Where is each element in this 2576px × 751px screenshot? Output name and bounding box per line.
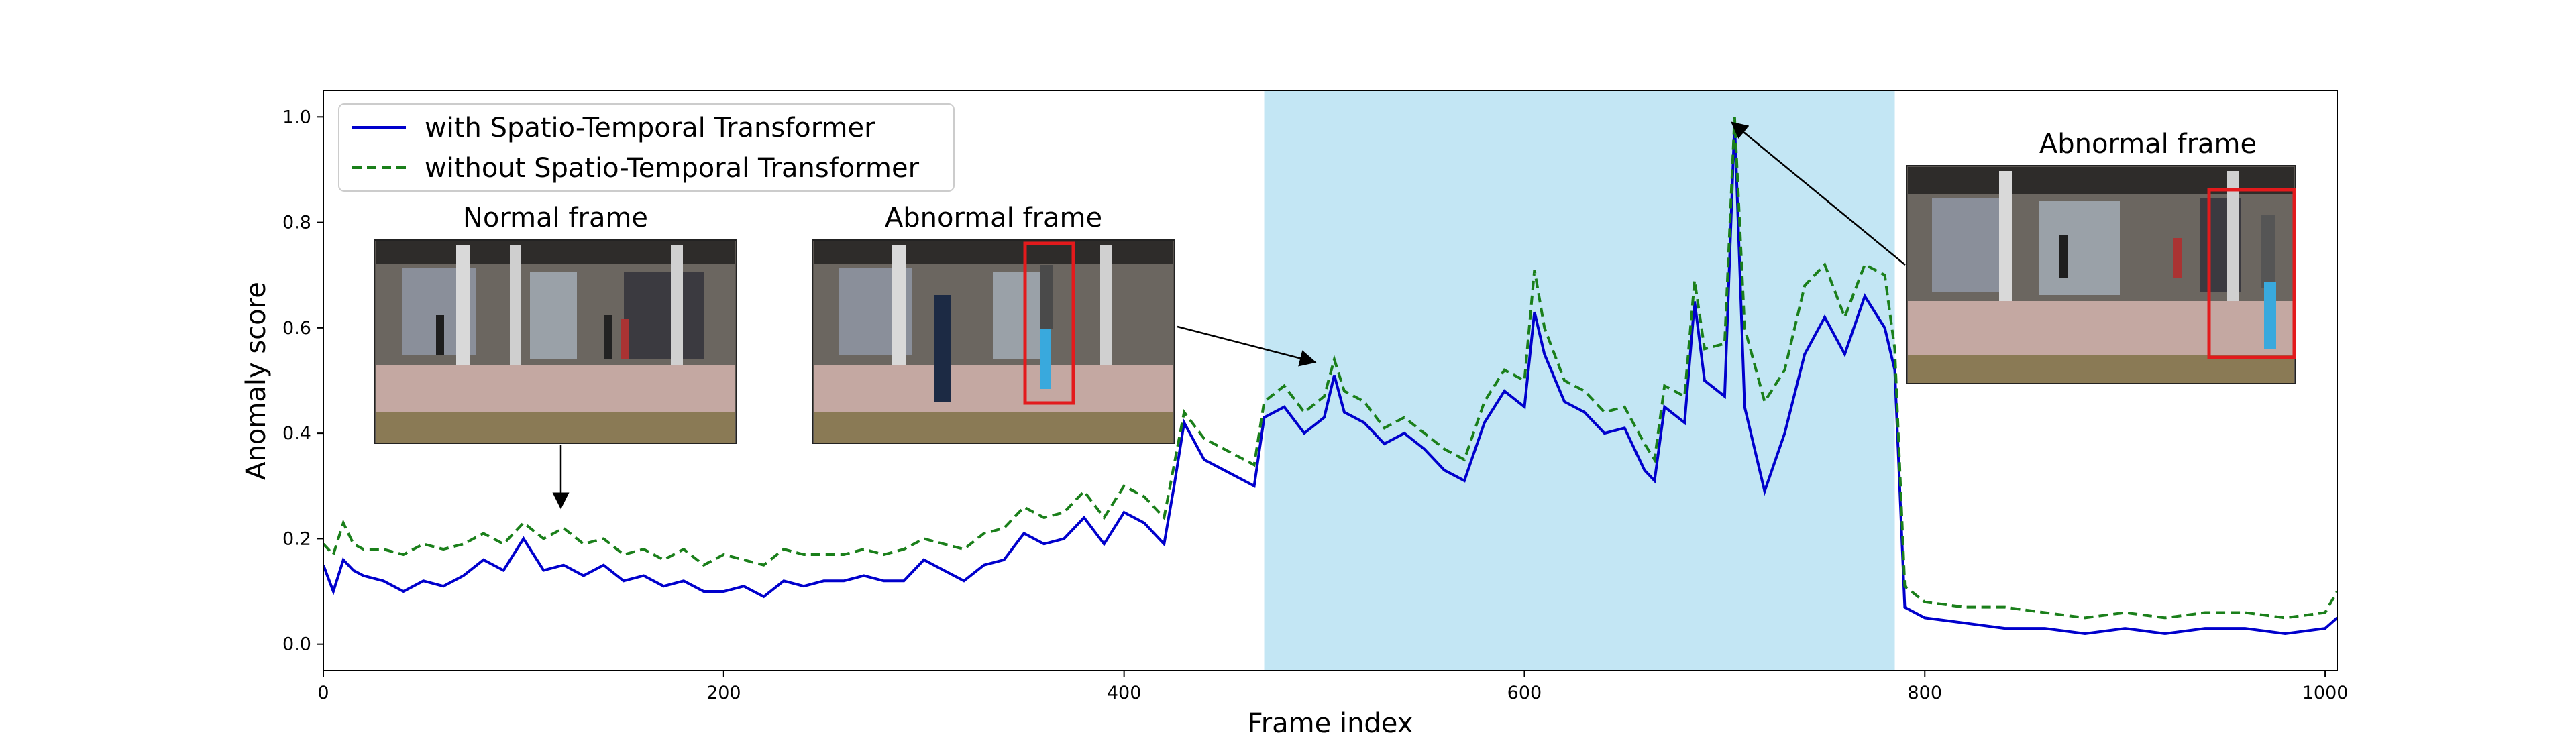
x-tick-label: 400 — [1107, 683, 1142, 703]
y-tick-label: 0.0 — [282, 634, 311, 655]
x-tick-label: 0 — [317, 683, 329, 703]
x-axis-label: Frame index — [1248, 708, 1413, 739]
normal-frame-image — [374, 239, 737, 444]
legend-label-without-transformer: without Spatio-Temporal Transformer — [425, 153, 920, 184]
arrow-abnormal-frame-2 — [1731, 121, 1906, 266]
x-tick-label: 600 — [1507, 683, 1542, 703]
legend-box — [338, 103, 955, 192]
abnormal-region-shading — [1264, 91, 1895, 671]
x-tick-label: 800 — [1908, 683, 1943, 703]
inset-title-abnormal-frame-1: Abnormal frame — [885, 203, 1102, 233]
y-axis-label: Anomaly score — [241, 282, 272, 480]
y-tick-label: 0.6 — [282, 318, 311, 339]
abnormal-frame-image-1 — [812, 239, 1175, 444]
y-axis-ticks: 0.0 0.2 0.4 0.6 0.8 1.0 — [282, 107, 323, 655]
arrow-abnormal-frame-1 — [1177, 325, 1317, 367]
legend: with Spatio-Temporal Transformer without… — [338, 103, 955, 192]
y-tick-label: 0.2 — [282, 528, 311, 549]
plot-frame — [323, 90, 2338, 671]
y-tick-label: 0.8 — [282, 213, 311, 233]
y-tick-label: 1.0 — [282, 107, 311, 127]
inset-title-abnormal-frame-2: Abnormal frame — [2039, 129, 2257, 160]
x-tick-label: 200 — [706, 683, 741, 703]
detection-box-2 — [2207, 188, 2296, 359]
inset-abnormal-frame-1: Abnormal frame — [812, 203, 1175, 444]
legend-label-with-transformer: with Spatio-Temporal Transformer — [425, 113, 875, 143]
series-line-with-transformer — [323, 122, 2337, 636]
inset-normal-frame: Normal frame — [374, 203, 737, 444]
detection-box-1 — [1023, 241, 1075, 405]
inset-title-normal-frame: Normal frame — [463, 203, 648, 233]
inset-abnormal-frame-2: Abnormal frame — [1906, 129, 2296, 384]
abnormal-frame-image-2 — [1906, 165, 2296, 384]
y-tick-label: 0.4 — [282, 423, 311, 444]
x-axis-ticks: 0 200 400 600 800 1000 — [317, 671, 2348, 703]
x-tick-label: 1000 — [2302, 683, 2349, 703]
series-line-without-transformer — [323, 117, 2337, 620]
